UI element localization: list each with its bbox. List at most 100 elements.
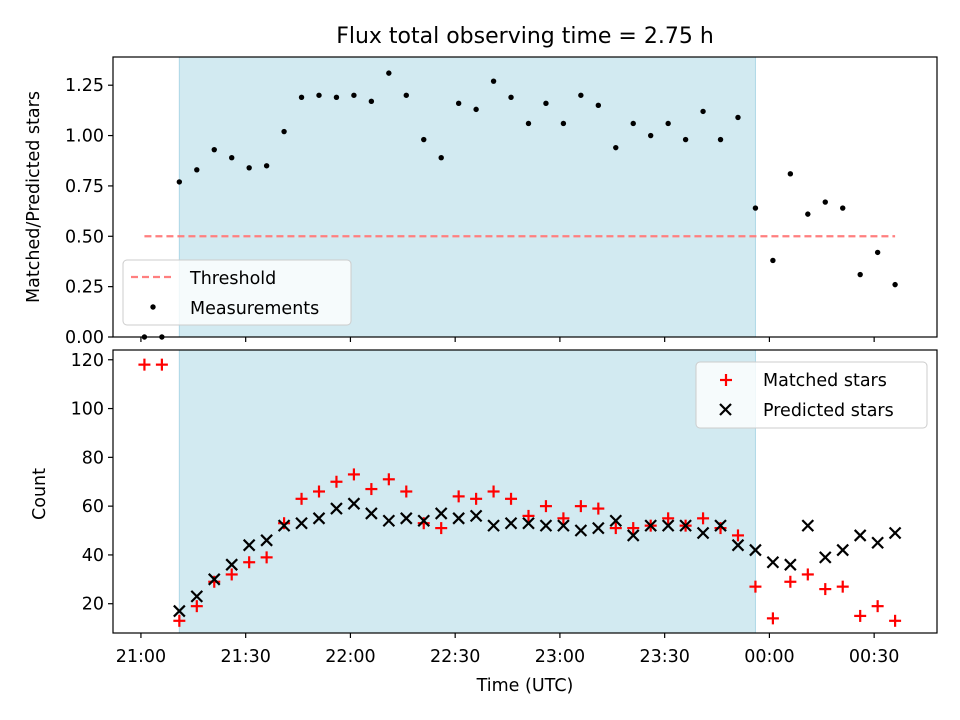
bottom-y-tick-label: 60 [82,497,104,517]
legend-threshold-label: Threshold [189,269,276,289]
predicted-star-marker [749,543,762,557]
legend-matched-label: Matched stars [763,371,887,391]
observing-span-bottom [178,349,756,634]
predicted-star-marker [731,538,745,552]
matched-star-marker [295,492,308,505]
top-x-ticks [140,337,875,342]
bottom-axes-frame [112,349,938,634]
matched-star-marker [574,500,587,513]
measurement-point [246,165,252,171]
predicted-star-marker [504,516,518,530]
predicted-star-marker [312,512,326,525]
measurement-point [770,257,776,264]
measurement-point [525,120,532,127]
measurement-point [438,155,444,161]
measurement-point [682,136,689,143]
predicted-star-marker [784,558,797,571]
matched-star-marker [313,485,325,498]
measurement-point [892,281,898,288]
bottom-x-tick-label: 21:00 [116,647,166,667]
measurement-point [874,249,881,256]
predicted-star-marker [365,507,378,520]
matched-star-marker [347,468,360,481]
matched-star-marker [836,580,849,593]
matched-star-marker [889,614,902,627]
measurement-point [647,132,654,139]
matched-star-marker [435,522,448,535]
predicted-star-marker [818,551,832,564]
measurement-point [595,102,602,109]
measurement-point [630,120,636,127]
matched-star-marker [330,475,343,488]
top-y-tick-label: 1.00 [65,127,104,147]
bottom-y-tick-label: 80 [82,448,104,468]
measurement-point [613,144,619,151]
bottom-y-tick-label: 120 [71,351,104,371]
bottom-x-tick-label: 00:30 [849,647,899,667]
predicted-star-marker [225,558,238,571]
matched-star-marker [731,529,744,542]
predicted-star-marker [661,519,675,532]
predicted-star-marker [487,519,500,532]
top-legend: Threshold Measurements [122,259,352,326]
top-y-tick-label: 0.75 [65,177,104,197]
measurement-point [281,128,287,135]
matched-star-marker [871,600,884,613]
predicted-star-marker [801,519,815,532]
bottom-x-tick-label: 00:00 [744,647,794,667]
matched-star-marker [592,502,605,515]
measurement-point [176,179,183,185]
matched-star-marker [557,512,570,525]
bottom-y-axis-label: Count [30,468,50,520]
matched-star-marker [784,575,797,588]
matched-star-marker [278,517,291,530]
bottom-x-tick-label: 22:30 [430,647,480,667]
bottom-legend-box [695,361,928,429]
predicted-star-marker [836,543,850,557]
matched-star-marker [260,551,273,564]
matched-star-marker [487,485,500,498]
predicted-star-marker [277,519,291,532]
matched-star-marker [400,485,413,498]
predicted-star-marker [469,509,483,523]
measurement-point [665,120,671,127]
predicted-star-marker [347,497,361,510]
matched-star-marker [522,509,535,522]
bottom-y-tick-label: 40 [82,546,104,566]
measurement-point [229,155,235,161]
matched-star-marker [609,522,622,535]
matched-star-marker [627,522,640,535]
matched-star-marker [452,490,465,503]
measurement-point [368,98,375,105]
matched-star-marker [662,512,675,525]
bottom-y-tick-label: 20 [82,595,104,615]
measurement-point [508,94,514,100]
predicted-star-marker [644,519,657,532]
predicted-star-marker [539,519,553,532]
predicted-star-marker [871,536,884,550]
predicted-star-marker [330,502,343,515]
bottom-y-ticks: 20 40 60 80 100 120 [71,351,113,615]
matched-star-marker [766,612,779,625]
measurement-point [351,92,357,98]
bottom-x-tick-label: 22:00 [325,647,375,667]
matched-star-marker [243,556,256,569]
measurement-point [490,78,497,84]
predicted-star-marker [452,512,465,525]
measurement-point [298,94,305,100]
matched-star-marker [470,492,483,505]
predicted-star-marker [417,514,431,528]
matched-star-marker [173,614,186,627]
measurement-point [752,205,759,211]
predicted-star-marker [382,514,396,528]
top-y-ticks: 0.00 0.25 0.50 0.75 1.00 1.25 [65,76,113,348]
legend-predicted-label: Predicted stars [763,401,894,421]
predicted-star-marker [173,604,186,618]
top-y-tick-label: 1.25 [65,76,104,96]
measurement-point [857,271,863,278]
predicted-star-marker [609,514,623,528]
measurement-point [840,205,846,211]
legend-predicted-swatch [719,403,732,416]
matched-star-markers [138,358,902,627]
